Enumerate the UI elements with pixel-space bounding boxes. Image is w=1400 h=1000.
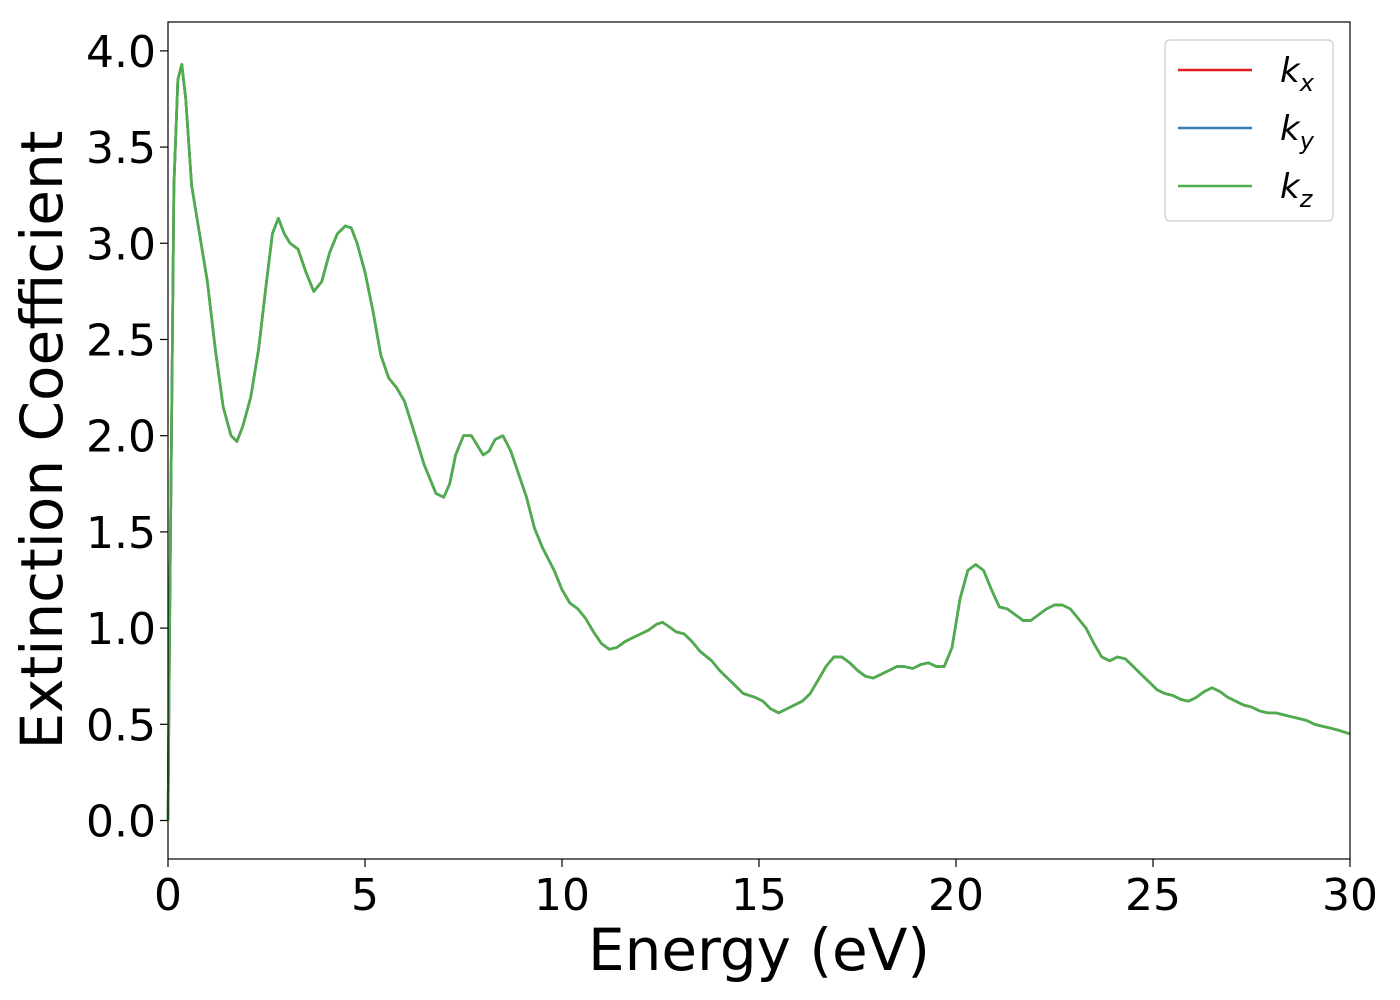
y-tick-label: 0.0 [86,797,156,848]
x-tick-label: 25 [1125,870,1181,921]
y-axis-title: Extinction Coefficient [8,131,76,750]
x-tick-label: 15 [731,870,787,921]
x-tick-label: 5 [351,870,379,921]
x-tick-label: 0 [154,870,182,921]
y-tick-label: 4.0 [86,27,156,78]
y-tick-label: 1.0 [86,604,156,655]
series-layer [166,63,1351,821]
x-tick-label: 30 [1322,870,1378,921]
y-tick-label: 3.5 [86,123,156,174]
legend-box [1164,39,1334,222]
x-tick-label: 10 [534,870,590,921]
y-tick-label: 3.0 [86,219,156,270]
x-axis-ticks: 0 5 10 15 20 25 30 [154,859,1378,921]
y-axis-ticks: 0.0 0.5 1.0 1.5 2.0 2.5 3.0 3.5 4.0 [86,27,168,848]
y-tick-label: 2.5 [86,315,156,366]
x-tick-label: 20 [928,870,984,921]
x-axis-title: Energy (eV) [588,916,930,984]
y-tick-label: 1.5 [86,508,156,559]
series-line-z [166,63,1351,821]
y-tick-label: 0.5 [86,700,156,751]
y-tick-label: 2.0 [86,412,156,463]
